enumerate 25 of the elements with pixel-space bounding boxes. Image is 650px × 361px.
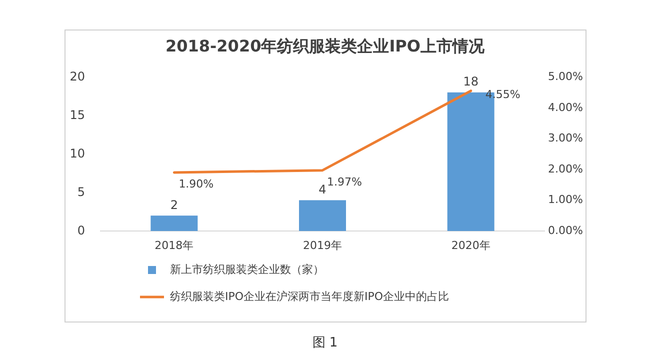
x-tick-label: 2018年 <box>154 239 194 252</box>
y2-tick-label: 4.00% <box>548 100 583 114</box>
data-label: 2 <box>170 198 178 212</box>
chart-title: 2018-2020年纺织服装类企业IPO上市情况 <box>166 36 486 56</box>
legend-label: 新上市纺织服装类企业数（家） <box>170 263 324 276</box>
y-tick-label: 20 <box>70 69 85 84</box>
data-label: 4 <box>318 182 326 196</box>
y-tick-label: 0 <box>77 223 85 238</box>
bar <box>150 216 198 231</box>
x-tick-label: 2020年 <box>451 239 490 252</box>
data-label: 18 <box>463 74 478 89</box>
y2-tick-label: 2.00% <box>548 162 583 176</box>
y2-tick-label: 3.00% <box>548 132 583 145</box>
caption: 图 1 <box>312 336 338 351</box>
y2-tick-label: 1.00% <box>548 193 583 206</box>
legend-label: 纺织服装类IPO企业在沪深两市当年度新IPO企业中的占比 <box>170 290 450 304</box>
y2-tick-label: 5.00% <box>548 70 583 84</box>
y-tick-label: 5 <box>77 184 85 199</box>
y-tick-label: 10 <box>70 146 85 160</box>
bar <box>299 200 346 231</box>
x-tick-label: 2019年 <box>303 239 342 252</box>
data-label: 1.90% <box>178 177 214 190</box>
y2-tick-label: 0.00% <box>548 224 583 238</box>
data-label: 1.97% <box>327 175 362 188</box>
y-tick-label: 15 <box>70 108 85 122</box>
